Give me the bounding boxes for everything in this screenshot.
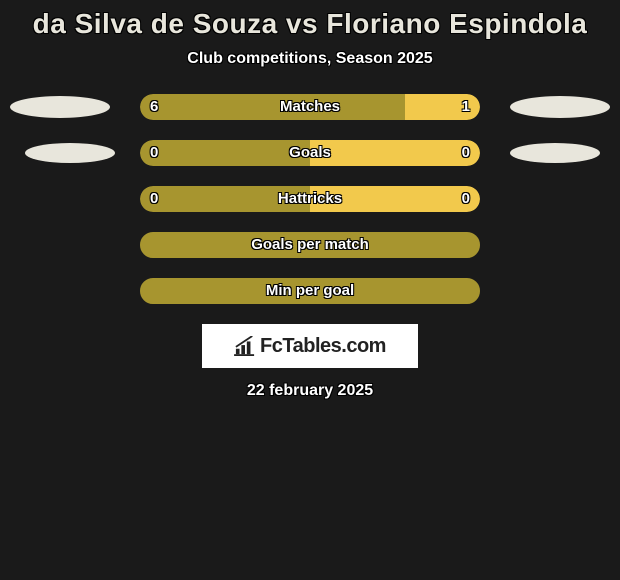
- stat-value-left: 0: [150, 140, 158, 166]
- stat-bar-left: [140, 94, 405, 120]
- stat-row: 00Hattricks: [0, 186, 620, 212]
- stat-bar-track: [140, 140, 480, 166]
- page-title: da Silva de Souza vs Floriano Espindola: [0, 8, 620, 40]
- stat-row: 61Matches: [0, 94, 620, 120]
- stat-bar-right: [310, 186, 480, 212]
- player-left-marker: [10, 96, 110, 118]
- stat-value-left: 6: [150, 94, 158, 120]
- stat-row: Goals per match: [0, 232, 620, 258]
- player-left-marker: [25, 143, 115, 163]
- player-right-marker: [510, 96, 610, 118]
- stat-bar-track: [140, 186, 480, 212]
- stats-container: 61Matches00Goals00HattricksGoals per mat…: [0, 94, 620, 304]
- stat-row: 00Goals: [0, 140, 620, 166]
- date-label: 22 february 2025: [0, 382, 620, 400]
- logo-text: FcTables.com: [260, 335, 386, 358]
- stat-value-right: 0: [462, 186, 470, 212]
- stat-value-left: 0: [150, 186, 158, 212]
- stat-bar-right: [310, 140, 480, 166]
- stat-value-right: 0: [462, 140, 470, 166]
- bar-chart-icon: [234, 336, 256, 356]
- stat-value-right: 1: [462, 94, 470, 120]
- stat-bar-track: [140, 94, 480, 120]
- comparison-card: da Silva de Souza vs Floriano Espindola …: [0, 0, 620, 400]
- subtitle: Club competitions, Season 2025: [0, 50, 620, 68]
- stat-row: Min per goal: [0, 278, 620, 304]
- player-right-marker: [510, 143, 600, 163]
- stat-bar-left: [140, 140, 310, 166]
- logo-box: FcTables.com: [202, 324, 418, 368]
- stat-bar-track: [140, 232, 480, 258]
- stat-bar-left: [140, 186, 310, 212]
- stat-bar-track: [140, 278, 480, 304]
